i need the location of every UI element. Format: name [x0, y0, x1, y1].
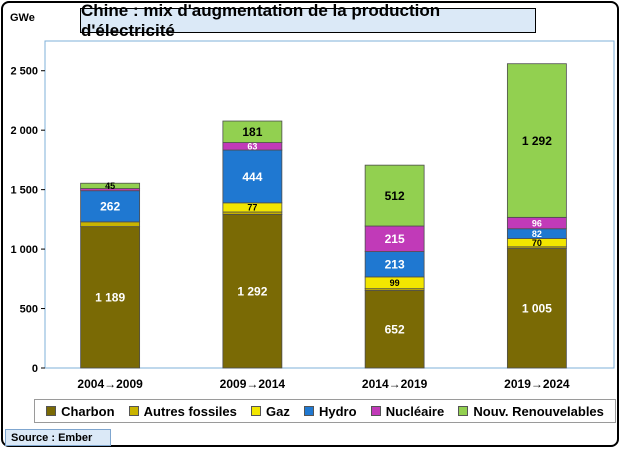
data-label: 45 [105, 181, 115, 191]
legend-swatch [251, 406, 261, 416]
data-label: 262 [100, 200, 120, 214]
legend-item: Nouv. Renouvelables [458, 404, 604, 419]
legend-swatch [370, 406, 381, 416]
bar-segment [222, 149, 283, 204]
bar-segment [80, 190, 141, 223]
legend-item: Charbon [46, 403, 115, 419]
source-label: Source : Ember [5, 429, 111, 446]
data-label: 444 [242, 170, 262, 184]
legend-label: Gaz [266, 403, 290, 419]
bar-segment [506, 248, 567, 369]
bar-segment [80, 221, 141, 228]
y-tick-label: 1 500 [10, 185, 38, 197]
legend-swatch [458, 406, 469, 416]
x-tick-label: 2009→2014 [220, 377, 286, 391]
bar-segment [364, 290, 425, 369]
legend-label: Autres fossiles [143, 403, 237, 419]
bar-segment [364, 164, 425, 227]
legend-label: Charbon [61, 403, 115, 419]
bar-segment [222, 213, 283, 369]
legend-item: Autres fossiles [128, 403, 237, 419]
bar-segment [364, 251, 425, 278]
data-label: 96 [532, 218, 542, 228]
data-label: 1 189 [95, 291, 125, 305]
data-label: 1 005 [522, 302, 552, 316]
data-label: 213 [385, 258, 405, 272]
data-label: 215 [385, 232, 405, 246]
y-axis: 0 500 1 000 1 500 2 000 2 500 [10, 66, 45, 375]
data-label: 70 [532, 238, 542, 248]
data-label: 1 292 [522, 134, 552, 148]
x-tick-label: 2014→2019 [362, 377, 428, 391]
legend-item: Nucléaire [370, 403, 445, 419]
data-label: 181 [242, 125, 262, 139]
data-label: 1 292 [237, 285, 267, 299]
data-label: 63 [247, 142, 257, 152]
y-axis-label: GWe [10, 12, 35, 24]
legend-item: Gaz [251, 404, 290, 419]
y-tick-label: 500 [20, 304, 38, 316]
bar-segment [222, 120, 283, 143]
y-tick-label: 2 500 [10, 66, 38, 78]
chart-title: Chine : mix d'augmentation de la product… [80, 1, 536, 40]
y-tick-label: 1 000 [10, 244, 38, 256]
bars-group: 1 189 262 45 1 292 77 444 63 181 652 99 213 215 512 1… [80, 63, 567, 369]
x-tick-label: 2004→2009 [77, 377, 143, 391]
x-axis: 2004→2009 2009→2014 2014→2019 2019→2024 [77, 377, 569, 391]
x-tick-label: 2019→2024 [504, 377, 570, 391]
data-label: 77 [247, 203, 257, 213]
legend-swatch [46, 406, 57, 416]
legend-label: Hydro [318, 403, 357, 419]
legend-swatch [128, 406, 139, 416]
data-label: 82 [532, 229, 542, 239]
legend-label: Nouv. Renouvelables [473, 403, 604, 419]
bar-segment [506, 63, 567, 218]
legend-label: Nucléaire [385, 403, 445, 419]
legend-item: Hydro [303, 403, 357, 419]
y-tick-label: 0 [32, 363, 38, 375]
y-tick-label: 2 000 [10, 125, 38, 137]
data-label: 652 [385, 323, 405, 337]
bar-segment [80, 182, 141, 189]
bar-segment [364, 225, 425, 252]
data-label: 512 [385, 189, 405, 203]
data-label: 99 [390, 278, 400, 288]
legend: Charbon Autres fossiles Gaz Hydro Nucléaire N… [34, 399, 616, 423]
legend-swatch [303, 406, 314, 416]
